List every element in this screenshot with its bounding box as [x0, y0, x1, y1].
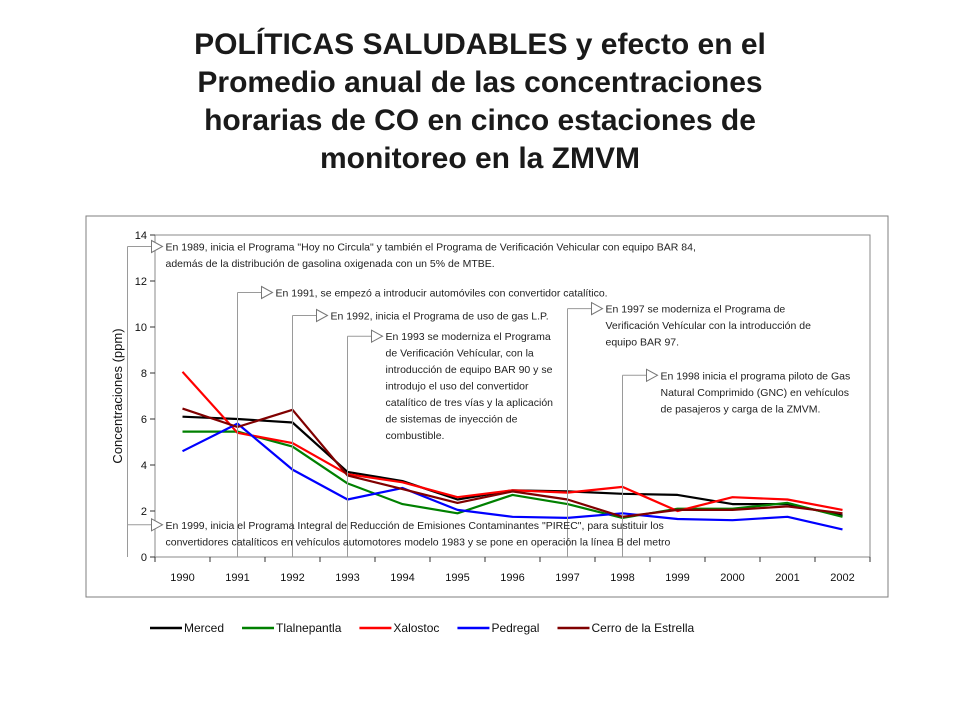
y-tick-label: 12 [135, 276, 147, 288]
x-tick-label: 1991 [225, 572, 249, 584]
title-line: Promedio anual de las concentraciones [197, 66, 763, 99]
y-tick-label: 6 [141, 414, 147, 426]
x-tick-label: 2001 [775, 572, 799, 584]
x-tick-label: 1998 [610, 572, 634, 584]
x-tick-label: 1992 [280, 572, 304, 584]
annotation-text: de Verificación Vehícular, con la [386, 348, 534, 360]
chart-frame [85, 215, 889, 598]
annotation-arrowhead [371, 329, 384, 344]
annotation-text: introducción de equipo BAR 90 y se [386, 364, 553, 376]
annotation-text: Verificación Vehícular con la introducci… [606, 320, 812, 332]
annotation-arrowhead [316, 308, 329, 323]
y-tick-label: 4 [141, 460, 147, 472]
legend-label: Pedregal [491, 621, 539, 635]
title-line: horarias de CO en cinco estaciones de [204, 104, 756, 137]
legend-label: Cerro de la Estrella [591, 621, 694, 635]
annotation-text: combustible. [386, 430, 445, 442]
annotation-text: catalítico de tres vías y la aplicación [386, 397, 554, 409]
annotation-text: Natural Comprimido (GNC) en vehículos [661, 387, 849, 399]
legend: Merced Tlalnepantla Xalostoc Pedregal Cerro … [150, 621, 695, 635]
annotation-text: convertidores catalíticos en vehículos a… [166, 536, 671, 548]
plot-area [154, 234, 871, 558]
annotation-arrowhead [261, 285, 274, 300]
annotation-arrowhead [591, 301, 604, 316]
annotation-arrowhead [646, 368, 659, 383]
annotation-arrowhead [151, 239, 164, 254]
x-tick-label: 1994 [390, 572, 414, 584]
title-line: POLÍTICAS SALUDABLES y efecto en el [194, 28, 766, 61]
legend-label: Tlalnepantla [276, 621, 342, 635]
x-tick-label: 1999 [665, 572, 689, 584]
annotation-text: En 1989, inicia el Programa "Hoy no Circ… [166, 242, 696, 254]
y-tick-label: 2 [141, 506, 147, 518]
legend-label: Xalostoc [393, 621, 439, 635]
annotation-text: En 1997 se moderniza el Programa de [606, 304, 786, 316]
annotation-arrowhead [151, 517, 164, 532]
x-tick-label: 1990 [170, 572, 194, 584]
x-tick-label: 2002 [830, 572, 854, 584]
annotation-text: En 1993 se moderniza el Programa [386, 331, 551, 343]
annotation-text: En 1998 inicia el programa piloto de Gas [661, 370, 851, 382]
y-tick-label: 0 [141, 552, 147, 564]
x-tick-label: 1996 [500, 572, 524, 584]
x-tick-label: 1993 [335, 572, 359, 584]
legend-label: Merced [184, 621, 224, 635]
annotation-text: En 1991, se empezó a introducir automóvi… [276, 288, 608, 300]
annotation-text: En 1999, inicia el Programa Integral de … [166, 520, 664, 532]
y-tick-label: 10 [135, 322, 147, 334]
x-tick-label: 2000 [720, 572, 744, 584]
y-axis-label: Concentraciones (ppm) [110, 328, 125, 463]
x-tick-label: 1997 [555, 572, 579, 584]
annotation-text: de pasajeros y carga de la ZMVM. [661, 403, 821, 415]
x-tick-label: 1995 [445, 572, 469, 584]
annotation-text: introdujo el uso del convertidor [386, 381, 530, 393]
annotations: En 1989, inicia el Programa "Hoy no Circ… [127, 239, 851, 557]
annotation-text: de sistemas de inyección de [386, 414, 518, 426]
y-tick-label: 14 [135, 230, 147, 242]
annotation-text: equipo BAR 97. [606, 337, 680, 349]
chart-title: POLÍTICAS SALUDABLES y efecto en el Prome… [60, 26, 900, 178]
title-line: monitoreo en la ZMVM [319, 142, 640, 175]
annotation-text: En 1992, inicia el Programa de uso de ga… [331, 311, 549, 323]
y-tick-label: 8 [141, 368, 147, 380]
axes: 0 2 4 6 8 10 12 14 1990 1991 1992 1993 1994 1995 1996 1… [110, 230, 871, 584]
annotation-text: además de la distribución de gasolina ox… [166, 258, 495, 270]
